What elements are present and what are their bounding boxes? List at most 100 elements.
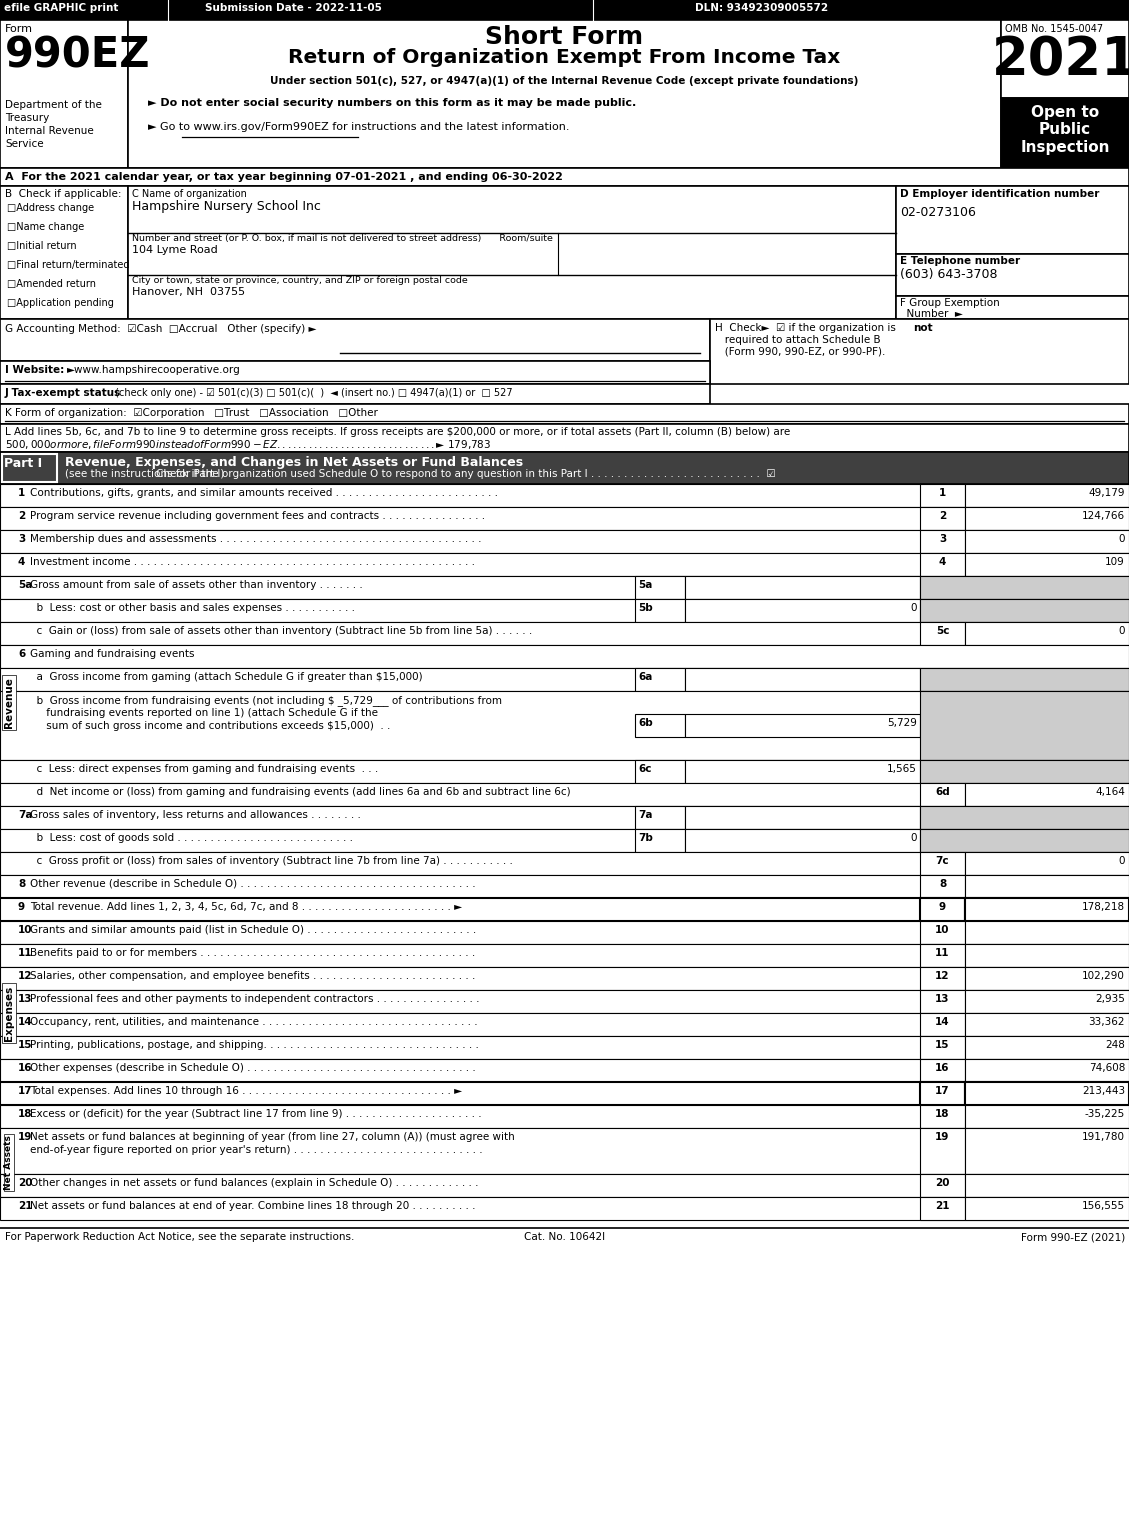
- Bar: [965, 1035, 1129, 1058]
- Bar: [0, 830, 1129, 852]
- Text: 02-0273106: 02-0273106: [900, 206, 975, 220]
- Bar: [920, 599, 1129, 622]
- Text: □Address change: □Address change: [7, 203, 94, 214]
- Bar: [965, 967, 1129, 990]
- Text: 12: 12: [18, 971, 33, 981]
- Text: Professional fees and other payments to independent contractors . . . . . . . . : Professional fees and other payments to …: [30, 994, 480, 1003]
- Text: 6b: 6b: [638, 718, 653, 727]
- Bar: [0, 898, 1129, 921]
- Bar: [0, 807, 1129, 830]
- Bar: [0, 186, 128, 319]
- Bar: [634, 668, 685, 691]
- Bar: [920, 691, 1129, 759]
- Text: b  Gross income from fundraising events (not including $ _5,729___ of contributi: b Gross income from fundraising events (…: [30, 695, 502, 706]
- Text: 9: 9: [939, 901, 946, 912]
- Text: b  Less: cost of goods sold . . . . . . . . . . . . . . . . . . . . . . . . . . : b Less: cost of goods sold . . . . . . .…: [30, 833, 353, 843]
- Text: Part I: Part I: [5, 458, 42, 470]
- Bar: [685, 668, 920, 691]
- Text: 19: 19: [935, 1132, 949, 1142]
- Text: Other changes in net assets or fund balances (explain in Schedule O) . . . . . .: Other changes in net assets or fund bala…: [30, 1177, 479, 1188]
- Bar: [920, 483, 965, 506]
- Text: 3: 3: [939, 534, 946, 544]
- Bar: [0, 1083, 1129, 1106]
- Text: 8: 8: [18, 878, 25, 889]
- Text: 213,443: 213,443: [1082, 1086, 1124, 1096]
- Text: (603) 643-3708: (603) 643-3708: [900, 268, 998, 281]
- Bar: [965, 506, 1129, 531]
- Text: Contributions, gifts, grants, and similar amounts received . . . . . . . . . . .: Contributions, gifts, grants, and simila…: [30, 488, 498, 499]
- Text: 15: 15: [18, 1040, 33, 1051]
- Bar: [920, 990, 965, 1013]
- Text: C Name of organization: C Name of organization: [132, 189, 247, 198]
- Text: 248: 248: [1105, 1040, 1124, 1051]
- Bar: [634, 714, 685, 737]
- Bar: [920, 531, 965, 554]
- Bar: [0, 691, 1129, 759]
- Bar: [920, 1058, 965, 1083]
- Bar: [0, 404, 1129, 424]
- Text: Form 990-EZ (2021): Form 990-EZ (2021): [1021, 1232, 1124, 1241]
- Text: 15: 15: [935, 1040, 949, 1051]
- Bar: [896, 255, 1129, 296]
- Bar: [920, 622, 965, 645]
- Bar: [920, 944, 965, 967]
- Bar: [0, 506, 1129, 531]
- Text: □Name change: □Name change: [7, 223, 85, 232]
- Text: 12: 12: [935, 971, 949, 981]
- Text: E Telephone number: E Telephone number: [900, 256, 1021, 265]
- Bar: [920, 554, 965, 576]
- Text: ►www.hampshirecooperative.org: ►www.hampshirecooperative.org: [67, 364, 240, 375]
- Bar: [685, 714, 920, 737]
- Text: Excess or (deficit) for the year (Subtract line 17 from line 9) . . . . . . . . : Excess or (deficit) for the year (Subtra…: [30, 1109, 482, 1119]
- Bar: [965, 531, 1129, 554]
- Text: Number  ►: Number ►: [900, 310, 963, 319]
- Bar: [920, 875, 965, 898]
- Bar: [0, 1106, 1129, 1128]
- Text: 10: 10: [18, 926, 33, 935]
- Text: 156,555: 156,555: [1082, 1202, 1124, 1211]
- Bar: [1001, 20, 1129, 98]
- Text: B  Check if applicable:: B Check if applicable:: [5, 189, 122, 198]
- Text: Membership dues and assessments . . . . . . . . . . . . . . . . . . . . . . . . : Membership dues and assessments . . . . …: [30, 534, 481, 544]
- Text: Other expenses (describe in Schedule O) . . . . . . . . . . . . . . . . . . . . : Other expenses (describe in Schedule O) …: [30, 1063, 475, 1074]
- Text: 6d: 6d: [935, 787, 949, 798]
- Text: Benefits paid to or for members . . . . . . . . . . . . . . . . . . . . . . . . : Benefits paid to or for members . . . . …: [30, 949, 475, 958]
- Text: 21: 21: [935, 1202, 949, 1211]
- Bar: [920, 668, 1129, 691]
- Bar: [965, 990, 1129, 1013]
- Bar: [0, 599, 1129, 622]
- Text: 18: 18: [935, 1109, 949, 1119]
- Text: ► Do not enter social security numbers on this form as it may be made public.: ► Do not enter social security numbers o…: [148, 98, 637, 108]
- Text: Salaries, other compensation, and employee benefits . . . . . . . . . . . . . . : Salaries, other compensation, and employ…: [30, 971, 475, 981]
- Text: a  Gross income from gaming (attach Schedule G if greater than $15,000): a Gross income from gaming (attach Sched…: [30, 673, 422, 682]
- Text: Occupancy, rent, utilities, and maintenance . . . . . . . . . . . . . . . . . . : Occupancy, rent, utilities, and maintena…: [30, 1017, 478, 1026]
- Bar: [0, 1013, 1129, 1035]
- Text: 10: 10: [935, 926, 949, 935]
- Bar: [0, 852, 1129, 875]
- Bar: [0, 424, 1129, 451]
- Bar: [965, 898, 1129, 921]
- Text: Total revenue. Add lines 1, 2, 3, 4, 5c, 6d, 7c, and 8 . . . . . . . . . . . . .: Total revenue. Add lines 1, 2, 3, 4, 5c,…: [30, 901, 462, 912]
- Bar: [920, 898, 965, 921]
- Text: 11: 11: [18, 949, 33, 958]
- Bar: [0, 554, 1129, 576]
- Bar: [920, 759, 1129, 782]
- Text: (Form 990, 990-EZ, or 990-PF).: (Form 990, 990-EZ, or 990-PF).: [715, 348, 885, 357]
- Bar: [2, 454, 56, 482]
- Bar: [634, 759, 685, 782]
- Bar: [965, 1083, 1129, 1106]
- Text: Hampshire Nursery School Inc: Hampshire Nursery School Inc: [132, 200, 321, 214]
- Bar: [965, 921, 1129, 944]
- Text: Open to
Public
Inspection: Open to Public Inspection: [1021, 105, 1110, 156]
- Bar: [0, 1197, 1129, 1220]
- Bar: [896, 186, 1129, 255]
- Bar: [920, 807, 1129, 830]
- Bar: [0, 921, 1129, 944]
- Text: 124,766: 124,766: [1082, 511, 1124, 522]
- Bar: [0, 384, 710, 404]
- Text: 0: 0: [1119, 534, 1124, 544]
- Bar: [0, 782, 1129, 807]
- Text: 16: 16: [18, 1063, 33, 1074]
- Text: Cat. No. 10642I: Cat. No. 10642I: [524, 1232, 605, 1241]
- Bar: [896, 296, 1129, 319]
